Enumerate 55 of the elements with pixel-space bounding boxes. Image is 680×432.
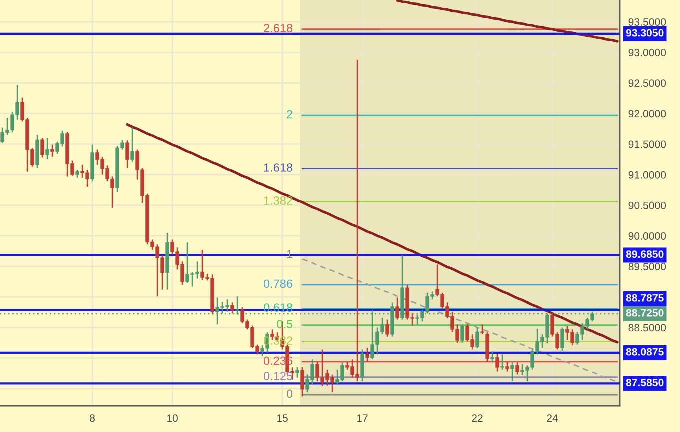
- ref-line-label: 87.5850: [626, 379, 664, 387]
- candlestick: [296, 366, 300, 378]
- y-tick-label: 90.0000: [628, 232, 666, 240]
- candlestick: [500, 354, 504, 371]
- line-series: [302, 258, 618, 383]
- line-series: [126, 123, 619, 344]
- y-tick-label: 91.0000: [628, 171, 666, 179]
- y-tick-label: 93.0000: [628, 49, 666, 57]
- x-tick-label: 8: [90, 414, 95, 422]
- candlestick: [490, 350, 494, 363]
- y-tick-label: 88.5000: [628, 324, 666, 332]
- ref-line-label: 88.7875: [626, 294, 664, 302]
- x-tick-label: 10: [167, 414, 178, 422]
- candlestick: [496, 353, 500, 372]
- ref-line-label: 88.7250: [626, 309, 664, 317]
- candlestick: [476, 327, 480, 350]
- x-tick-label: 15: [277, 414, 288, 422]
- ref-line-label: 88.0875: [626, 348, 664, 356]
- y-tick-label: 91.5000: [628, 140, 666, 148]
- y-tick-label: 90.5000: [628, 202, 666, 210]
- candlestick: [396, 297, 400, 320]
- candlestick: [40, 138, 44, 158]
- y-tick-label: 92.0000: [628, 110, 666, 118]
- candlestick: [360, 349, 364, 382]
- series-label: 2.618: [264, 24, 293, 33]
- y-tick-label: 93.5000: [628, 18, 666, 26]
- x-tick-label: 22: [472, 414, 483, 422]
- candlestick: [236, 296, 240, 316]
- series-label: 0.786: [264, 280, 293, 288]
- annotation: 1: [287, 250, 292, 258]
- candlestick: [366, 347, 370, 363]
- series-label: 1.382: [264, 196, 292, 205]
- candlestick: [50, 144, 54, 158]
- candlestick: [46, 138, 50, 160]
- candlestick: [480, 324, 484, 336]
- x-tick-label: 24: [547, 414, 558, 422]
- candlestick: [516, 362, 520, 376]
- series-label: 2: [287, 110, 292, 119]
- ref-line-label: 89.6850: [626, 250, 664, 258]
- ref-line-label: 93.3050: [626, 29, 664, 37]
- candlestick: [506, 361, 510, 372]
- candlestick: [130, 126, 134, 163]
- y-tick-label: 89.5000: [628, 263, 666, 271]
- series-label: 1.618: [264, 164, 293, 172]
- candlestick: [126, 140, 130, 169]
- candlestick: [510, 362, 514, 382]
- series-label: 0: [286, 390, 293, 398]
- candlestick: [460, 324, 464, 344]
- line-series: [396, 0, 619, 43]
- candlestick: [230, 302, 234, 314]
- candlestick: [560, 327, 564, 352]
- candlestick: [386, 319, 390, 338]
- y-tick-label: 92.5000: [628, 80, 666, 88]
- candlestick: [300, 366, 304, 398]
- x-tick-label: 17: [357, 414, 368, 422]
